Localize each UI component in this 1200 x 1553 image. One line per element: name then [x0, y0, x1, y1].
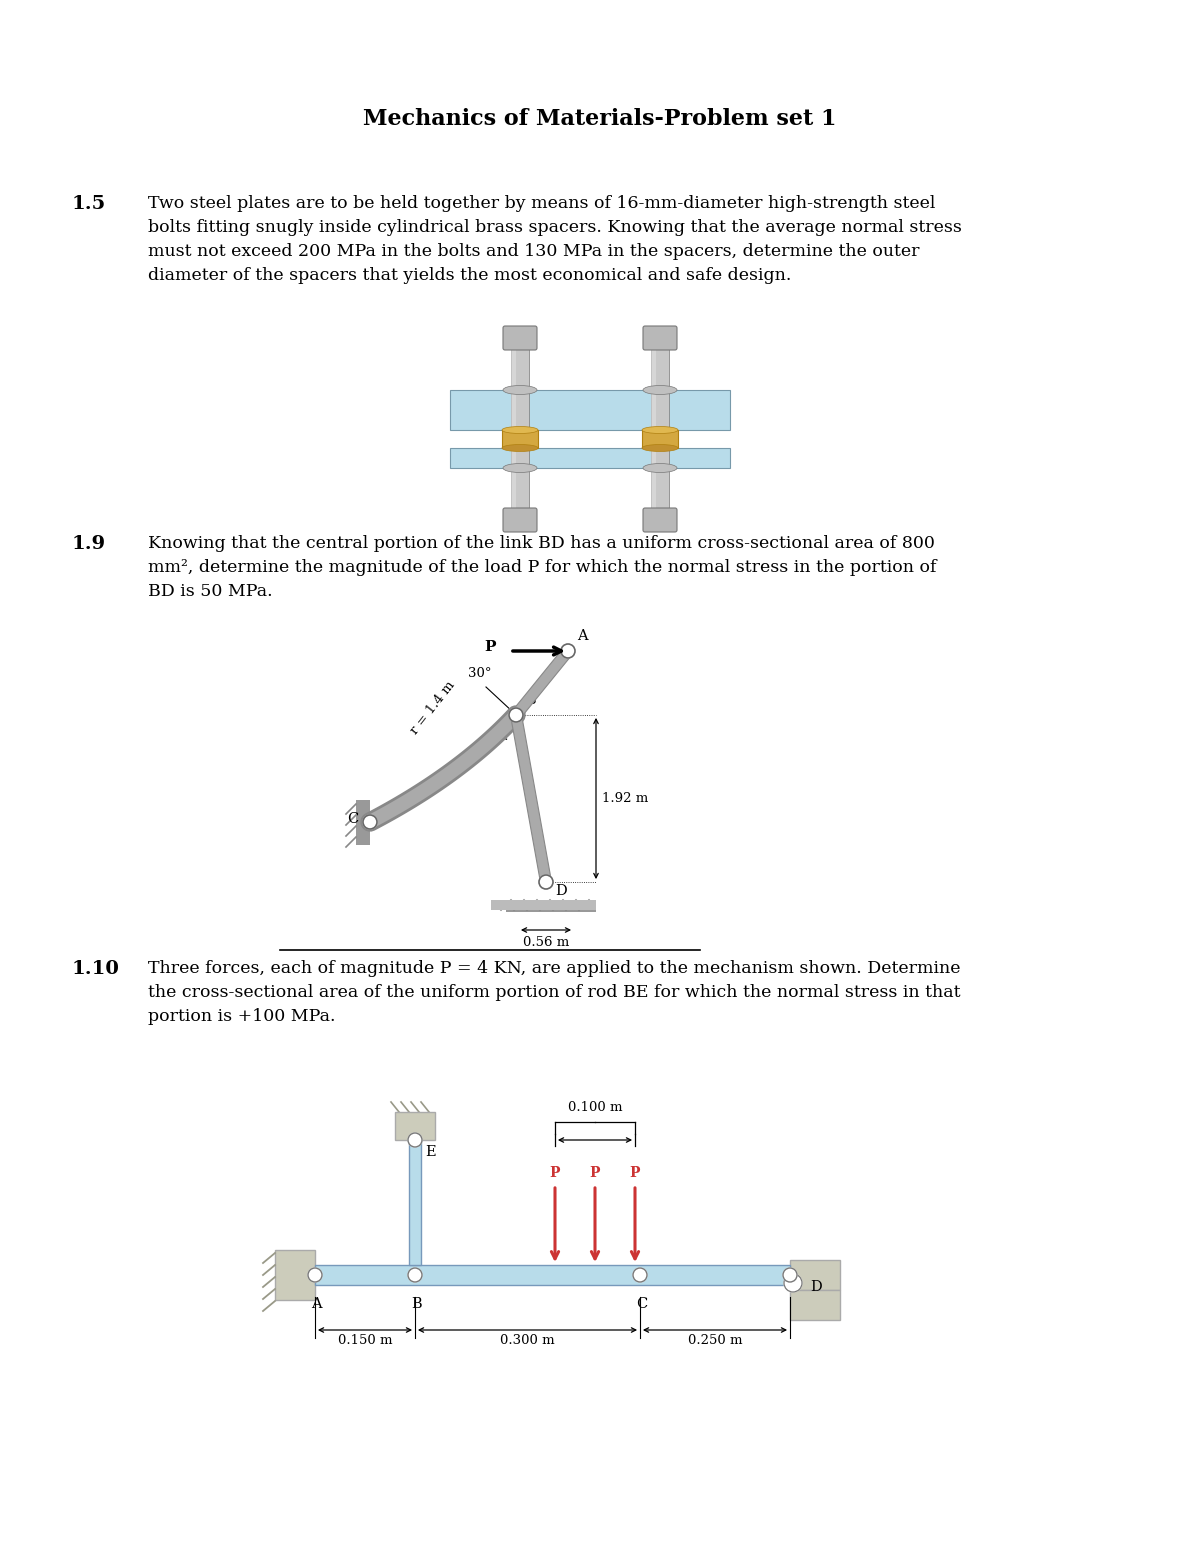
Circle shape [562, 644, 575, 658]
Text: 0.300 m: 0.300 m [500, 1334, 554, 1346]
Text: Three forces, each of magnitude P = 4 KN, are applied to the mechanism shown. De: Three forces, each of magnitude P = 4 KN… [148, 960, 960, 1025]
Ellipse shape [642, 444, 678, 452]
Ellipse shape [503, 463, 538, 472]
Bar [450, 447, 730, 467]
Bar [790, 1291, 840, 1320]
Text: Knowing that the central portion of the link BD has a uniform cross-sectional ar: Knowing that the central portion of the … [148, 534, 936, 601]
Text: D: D [554, 884, 566, 898]
Text: D: D [810, 1280, 822, 1294]
Text: B: B [410, 1297, 421, 1311]
Text: 0.250 m: 0.250 m [688, 1334, 743, 1346]
Polygon shape [511, 648, 572, 719]
Circle shape [788, 1278, 798, 1287]
Ellipse shape [503, 385, 538, 394]
Text: Mechanics of Materials-Problem set 1: Mechanics of Materials-Problem set 1 [364, 109, 836, 130]
Text: r = 1.4 m: r = 1.4 m [408, 679, 457, 738]
Circle shape [364, 815, 377, 829]
Circle shape [408, 1134, 422, 1148]
Text: 1.5: 1.5 [72, 196, 107, 213]
Bar [511, 348, 516, 509]
Circle shape [308, 1267, 322, 1281]
Circle shape [539, 874, 553, 888]
Text: Two steel plates are to be held together by means of 16-mm-diameter high-strengt: Two steel plates are to be held together… [148, 196, 962, 284]
FancyBboxPatch shape [643, 326, 677, 349]
Ellipse shape [643, 385, 677, 394]
Text: 0.150 m: 0.150 m [337, 1334, 392, 1346]
Bar [275, 1250, 314, 1300]
Text: A: A [311, 1297, 322, 1311]
Circle shape [784, 1273, 802, 1292]
Text: 1.92 m: 1.92 m [602, 792, 648, 804]
Text: C: C [347, 812, 358, 826]
Text: P: P [589, 1166, 600, 1180]
Text: P: P [550, 1166, 560, 1180]
Text: 1.10: 1.10 [72, 960, 120, 978]
Ellipse shape [642, 427, 678, 433]
Ellipse shape [502, 427, 538, 433]
Polygon shape [510, 714, 552, 884]
Bar [642, 430, 678, 447]
Text: E: E [425, 1145, 436, 1159]
Bar [650, 348, 656, 509]
Circle shape [634, 1267, 647, 1281]
Text: 0.56 m: 0.56 m [523, 936, 569, 949]
Bar [356, 800, 370, 845]
Ellipse shape [502, 444, 538, 452]
Ellipse shape [643, 463, 677, 472]
FancyBboxPatch shape [503, 508, 538, 533]
Text: A: A [577, 629, 588, 643]
FancyBboxPatch shape [643, 508, 677, 533]
Bar [650, 348, 670, 509]
Bar [502, 430, 538, 447]
Circle shape [784, 1267, 797, 1281]
Text: C: C [636, 1297, 647, 1311]
Text: P: P [485, 640, 496, 654]
Text: P: P [630, 1166, 641, 1180]
Polygon shape [491, 901, 596, 910]
Bar [790, 1259, 840, 1291]
Bar [395, 1112, 436, 1140]
Bar [506, 901, 596, 912]
Circle shape [509, 708, 523, 722]
Text: 1.9: 1.9 [72, 534, 106, 553]
Circle shape [408, 1267, 422, 1281]
Bar [450, 390, 730, 430]
FancyBboxPatch shape [503, 326, 538, 349]
Text: 30°: 30° [468, 666, 492, 680]
Text: 0.100 m: 0.100 m [568, 1101, 623, 1114]
Bar [409, 1140, 421, 1266]
Bar [314, 1266, 790, 1284]
Text: B: B [526, 693, 535, 707]
Bar [511, 348, 529, 509]
